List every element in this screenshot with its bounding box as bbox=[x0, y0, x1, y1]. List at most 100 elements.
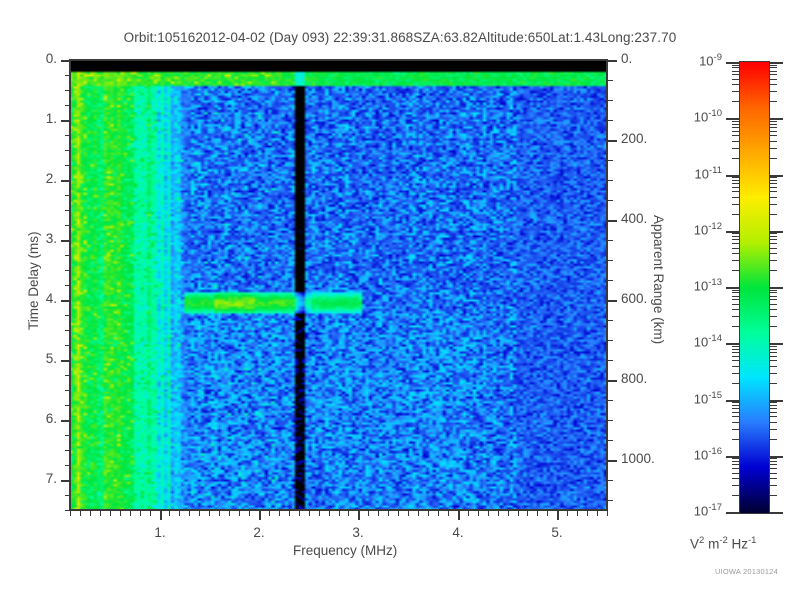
colorbar-tick-minor bbox=[770, 416, 777, 417]
colorbar-tick-minor bbox=[732, 197, 739, 198]
colorbar-tick-minor bbox=[732, 74, 739, 75]
colorbar-tick-minor bbox=[732, 412, 739, 413]
colorbar-tick-label: 10-16 bbox=[693, 446, 722, 463]
observation-datetime: 2012-04-02 (Day 093) 22:39:31.868 bbox=[195, 30, 414, 45]
y-tick-label: 1. bbox=[45, 111, 57, 126]
x-tick-minor bbox=[229, 510, 230, 516]
x-tick-minor bbox=[438, 510, 439, 516]
y-tick-major bbox=[61, 300, 70, 302]
y-tick-minor bbox=[65, 465, 70, 466]
x-tick-minor bbox=[309, 510, 310, 516]
colorbar-tick-minor bbox=[770, 180, 777, 181]
colorbar-tick-minor bbox=[770, 304, 777, 305]
colorbar-tick-major bbox=[770, 512, 783, 514]
x-tick-label: 4. bbox=[452, 525, 464, 540]
y2-tick-label: 400. bbox=[621, 211, 648, 226]
colorbar-tick-minor bbox=[770, 141, 777, 142]
y-tick-minor bbox=[65, 195, 70, 196]
y-tick-major bbox=[61, 480, 70, 482]
colorbar-tick-minor bbox=[732, 65, 739, 66]
y-tick-minor bbox=[65, 330, 70, 331]
y2-tick-major bbox=[607, 380, 617, 382]
x-tick-minor bbox=[110, 510, 111, 516]
y-tick-label: 6. bbox=[45, 411, 57, 426]
y2-tick-label: 200. bbox=[621, 131, 648, 146]
colorbar-tick-minor bbox=[732, 71, 739, 72]
y-tick-major bbox=[61, 60, 70, 62]
y2-tick-minor bbox=[607, 480, 613, 481]
colorbar-tick-minor bbox=[732, 416, 739, 417]
y-tick-minor bbox=[65, 210, 70, 211]
y2-tick-minor bbox=[607, 160, 613, 161]
colorbar-tick-minor bbox=[732, 326, 739, 327]
y-tick-minor bbox=[65, 225, 70, 226]
y-tick-minor bbox=[65, 165, 70, 166]
y2-axis-title: Apparent Range (km) bbox=[651, 215, 666, 345]
colorbar-tick-minor bbox=[732, 248, 739, 249]
colorbar-tick-minor bbox=[732, 349, 739, 350]
altitude-value: 650 bbox=[527, 30, 551, 45]
lat-label: Lat: bbox=[550, 30, 574, 45]
y2-tick-minor bbox=[607, 340, 613, 341]
colorbar-tick-minor bbox=[732, 439, 739, 440]
sza-value: 63.82 bbox=[443, 30, 478, 45]
x-tick-minor bbox=[169, 510, 170, 516]
y-tick-label: 7. bbox=[45, 471, 57, 486]
x-axis-line bbox=[69, 509, 608, 511]
colorbar-tick-major bbox=[770, 400, 783, 402]
x-tick-major bbox=[458, 510, 460, 520]
colorbar-tick-label: 10-10 bbox=[693, 108, 722, 125]
colorbar-tick-minor bbox=[770, 478, 777, 479]
colorbar-tick-minor bbox=[732, 309, 739, 310]
colorbar-gradient bbox=[740, 62, 769, 513]
x-tick-minor bbox=[70, 510, 71, 516]
colorbar-tick-major bbox=[770, 175, 783, 177]
colorbar-tick-major bbox=[726, 62, 739, 64]
colorbar-tick-minor bbox=[770, 316, 777, 317]
colorbar-tick-minor bbox=[770, 121, 777, 122]
orbit-label: Orbit: bbox=[123, 30, 158, 45]
colorbar-tick-minor bbox=[732, 79, 739, 80]
colorbar-tick-minor bbox=[770, 243, 777, 244]
x-tick-minor bbox=[299, 510, 300, 516]
colorbar-tick-minor bbox=[732, 177, 739, 178]
x-tick-minor bbox=[498, 510, 499, 516]
colorbar-tick-minor bbox=[770, 177, 777, 178]
colorbar-tick-minor bbox=[770, 233, 777, 234]
y-axis-title: Time Delay (ms) bbox=[26, 231, 41, 330]
x-axis-title: Frequency (MHz) bbox=[293, 543, 398, 558]
header-info-bar: Orbit:105162012-04-02 (Day 093) 22:39:31… bbox=[0, 30, 800, 45]
y-tick-major bbox=[61, 180, 70, 182]
colorbar-tick-minor bbox=[732, 141, 739, 142]
colorbar-tick-major bbox=[726, 512, 739, 514]
x-tick-minor bbox=[179, 510, 180, 516]
colorbar-tick-minor bbox=[770, 405, 777, 406]
y-axis-line bbox=[69, 60, 71, 511]
colorbar-tick-minor bbox=[732, 91, 739, 92]
colorbar-tick-minor bbox=[770, 124, 777, 125]
y2-tick-minor bbox=[607, 180, 613, 181]
lat-value: 1.43 bbox=[573, 30, 601, 45]
colorbar-tick-minor bbox=[732, 473, 739, 474]
colorbar-tick-minor bbox=[732, 127, 739, 128]
y2-tick-minor bbox=[607, 80, 613, 81]
y2-tick-minor bbox=[607, 260, 613, 261]
top-axis-line bbox=[69, 59, 608, 61]
colorbar-tick-minor bbox=[770, 360, 777, 361]
y2-tick-minor bbox=[607, 100, 613, 101]
x-tick-minor bbox=[199, 510, 200, 516]
x-tick-minor bbox=[478, 510, 479, 516]
y-tick-minor bbox=[65, 315, 70, 316]
x-tick-minor bbox=[80, 510, 81, 516]
x-tick-minor bbox=[567, 510, 568, 516]
x-tick-minor bbox=[448, 510, 449, 516]
colorbar-tick-minor bbox=[732, 346, 739, 347]
colorbar-tick-minor bbox=[770, 214, 777, 215]
colorbar-tick-major bbox=[770, 343, 783, 345]
colorbar-tick-major bbox=[726, 400, 739, 402]
colorbar-tick-minor bbox=[770, 439, 777, 440]
y2-tick-major bbox=[607, 60, 617, 62]
x-tick-major bbox=[557, 510, 559, 520]
colorbar bbox=[740, 62, 769, 513]
x-tick-minor bbox=[547, 510, 548, 516]
